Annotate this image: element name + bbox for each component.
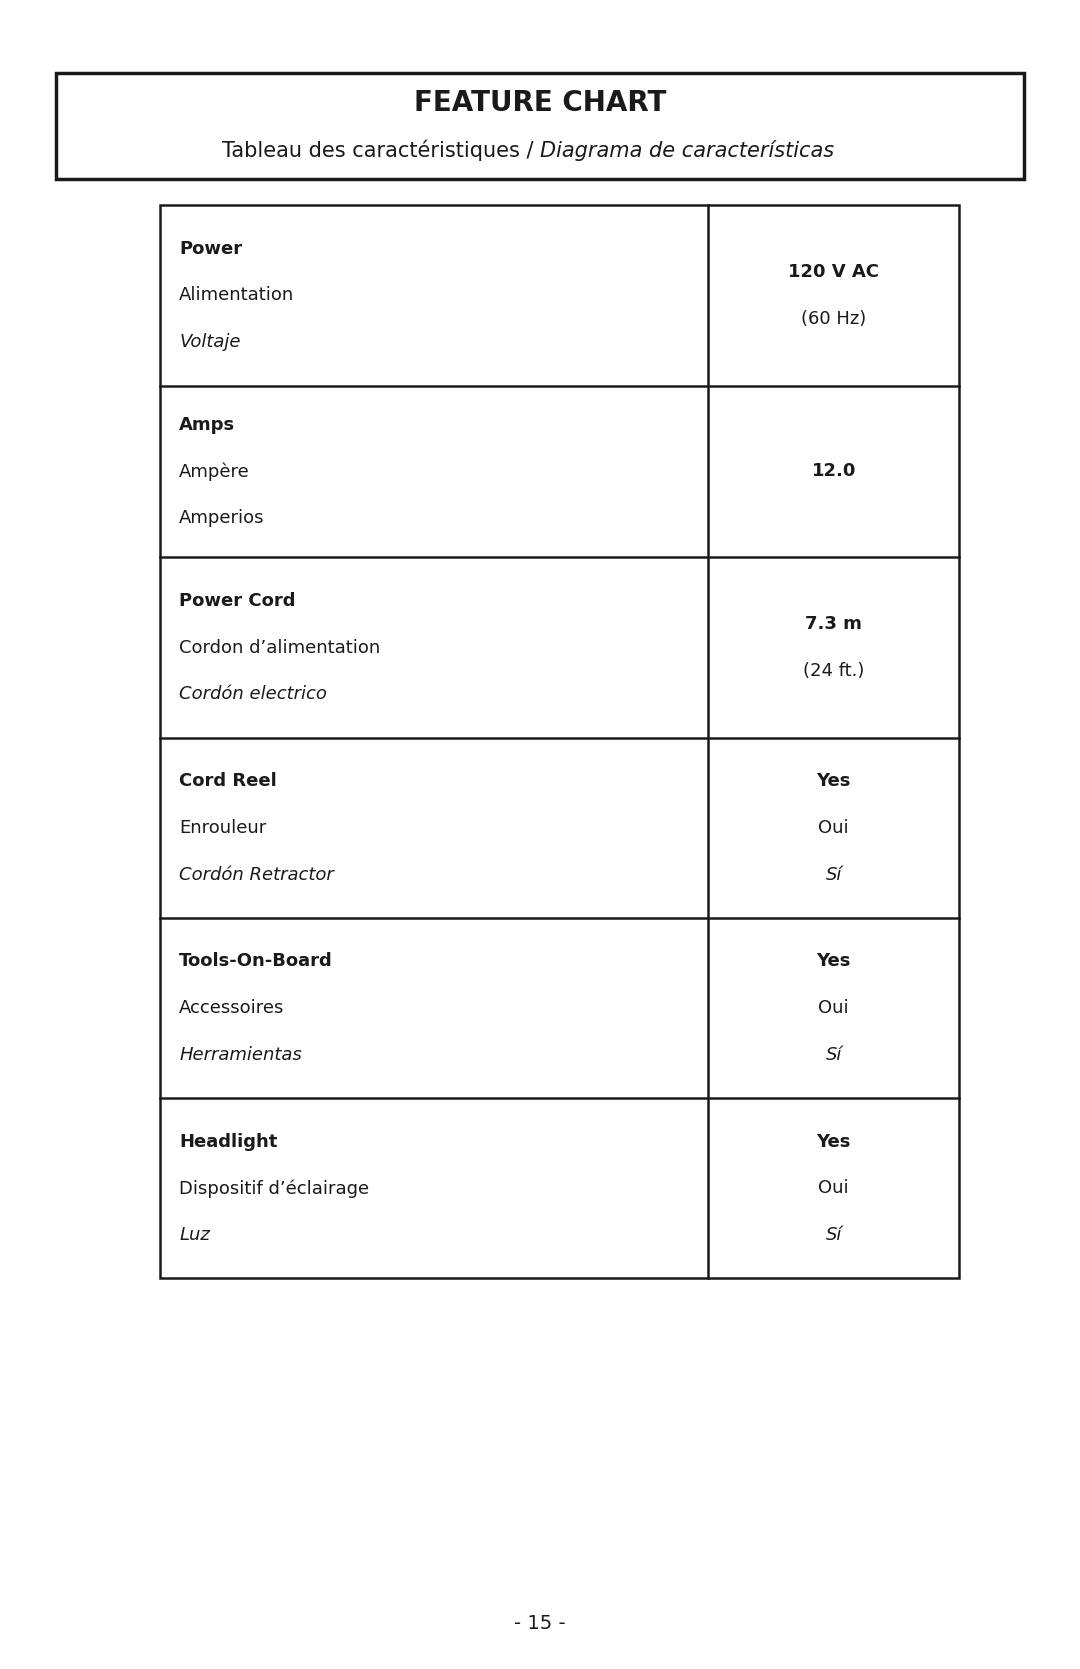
- Text: Cordón Retractor: Cordón Retractor: [179, 866, 334, 883]
- Text: Amperios: Amperios: [179, 509, 265, 527]
- Text: Dispositif d’éclairage: Dispositif d’éclairage: [179, 1178, 369, 1198]
- Text: (24 ft.): (24 ft.): [804, 663, 864, 679]
- Text: Power: Power: [179, 240, 242, 257]
- Text: - 15 -: - 15 -: [514, 1614, 566, 1634]
- Bar: [56, 73, 1024, 179]
- Text: Sí: Sí: [825, 1046, 842, 1063]
- Bar: [160, 205, 959, 1278]
- Text: Cordon d’alimentation: Cordon d’alimentation: [179, 639, 380, 656]
- Text: Enrouleur: Enrouleur: [179, 819, 267, 836]
- Text: 7.3 m: 7.3 m: [806, 616, 862, 633]
- Text: Yes: Yes: [816, 773, 851, 789]
- Text: Yes: Yes: [816, 953, 851, 970]
- Text: Luz: Luz: [179, 1227, 211, 1243]
- Text: Alimentation: Alimentation: [179, 287, 295, 304]
- Text: Oui: Oui: [819, 819, 849, 836]
- Text: Accessoires: Accessoires: [179, 1000, 285, 1016]
- Text: Oui: Oui: [819, 1180, 849, 1197]
- Text: Sí: Sí: [825, 866, 842, 883]
- Text: Diagrama de características: Diagrama de características: [540, 140, 834, 160]
- Text: 120 V AC: 120 V AC: [788, 264, 879, 280]
- Text: Voltaje: Voltaje: [179, 334, 241, 350]
- Text: (60 Hz): (60 Hz): [801, 310, 866, 327]
- Text: Amps: Amps: [179, 416, 235, 434]
- Text: FEATURE CHART: FEATURE CHART: [414, 88, 666, 117]
- Text: Headlight: Headlight: [179, 1133, 278, 1150]
- Text: Sí: Sí: [825, 1227, 842, 1243]
- Text: Yes: Yes: [816, 1133, 851, 1150]
- Text: Oui: Oui: [819, 1000, 849, 1016]
- Text: 12.0: 12.0: [811, 462, 856, 481]
- Text: Cord Reel: Cord Reel: [179, 773, 278, 789]
- Text: Tools-On-Board: Tools-On-Board: [179, 953, 333, 970]
- Text: Cordón electrico: Cordón electrico: [179, 686, 327, 703]
- Text: Power Cord: Power Cord: [179, 592, 296, 609]
- Text: Tableau des caractéristiques /: Tableau des caractéristiques /: [221, 140, 540, 160]
- Text: Ampère: Ampère: [179, 462, 251, 481]
- Text: Herramientas: Herramientas: [179, 1046, 302, 1063]
